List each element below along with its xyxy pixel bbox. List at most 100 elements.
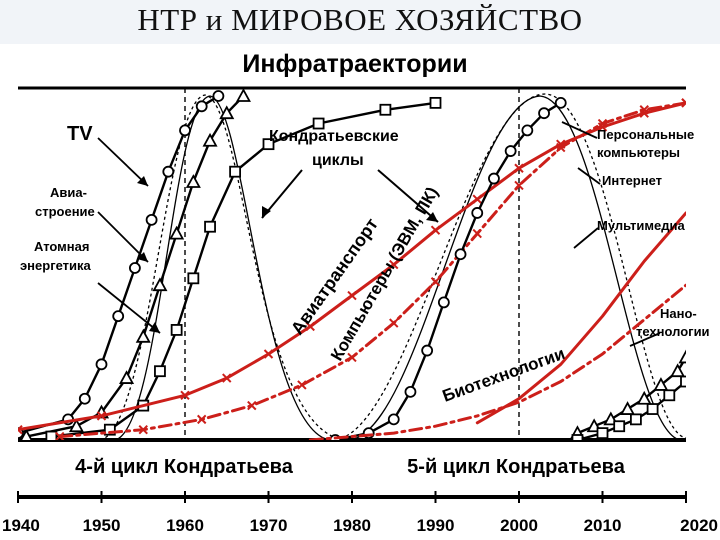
label-atom-line1: Атомная	[34, 239, 89, 254]
series-мультимедиа	[475, 211, 686, 425]
data-point	[196, 414, 207, 425]
kondratiev-wave-5	[349, 95, 681, 441]
data-point	[185, 174, 201, 188]
data-point	[636, 390, 652, 405]
data-point	[145, 213, 158, 226]
data-point	[538, 107, 550, 120]
series-line	[475, 211, 686, 425]
data-point	[68, 418, 84, 433]
data-point	[135, 328, 151, 343]
data-point	[472, 228, 482, 239]
x-axis-ticks: 1940 1950 1960 1970 1980 1990 2000 2010 2020	[2, 491, 718, 535]
data-point	[488, 172, 500, 185]
data-point	[347, 290, 357, 301]
multimedia-arrow	[573, 227, 599, 249]
label-tv: TV	[67, 123, 93, 145]
data-point	[454, 248, 467, 261]
data-point	[96, 411, 107, 421]
kondratiev-wave-5-outer	[334, 93, 687, 441]
data-point	[613, 420, 626, 433]
series-tv	[18, 90, 225, 440]
tv-arrow	[97, 137, 149, 187]
label-kondratiev-line1: Кондратьевские	[269, 128, 399, 145]
data-point	[670, 363, 686, 378]
slide-header	[0, 0, 720, 44]
data-point	[514, 163, 524, 173]
data-point	[204, 220, 216, 233]
cycle-label-5: 5-й цикл Кондратьева	[407, 456, 626, 478]
data-point	[202, 132, 218, 147]
data-point	[646, 403, 659, 415]
data-point	[103, 423, 116, 436]
series-интернет	[571, 375, 686, 440]
data-point	[680, 375, 686, 388]
data-point	[78, 392, 91, 405]
data-point	[305, 321, 315, 332]
data-point	[472, 194, 482, 204]
data-point	[678, 349, 686, 364]
data-point	[379, 103, 392, 116]
data-point	[169, 225, 185, 240]
data-point	[347, 352, 357, 363]
avia-arrow	[97, 211, 149, 263]
label-kondratiev-line2: циклы	[312, 152, 364, 169]
data-point	[437, 296, 450, 309]
arrow-head	[137, 252, 148, 262]
label-internet: Интернет	[602, 173, 662, 188]
label-avia-line1: Авиа-	[50, 185, 87, 200]
nano-arrow	[629, 332, 661, 347]
data-point	[235, 88, 251, 102]
data-point	[387, 413, 400, 426]
label-nano-line1: Нано-	[660, 306, 697, 321]
data-point	[180, 390, 190, 400]
data-point	[421, 344, 434, 357]
kondratiev-wave-4-outer	[99, 94, 346, 441]
data-point	[639, 105, 649, 115]
slide-title: НТР и МИРОВОЕ ХОЗЯЙСТВО	[137, 2, 583, 37]
data-point	[389, 318, 399, 328]
data-point	[219, 105, 235, 120]
x-tick-label: 2010	[584, 516, 622, 535]
data-point	[597, 122, 608, 132]
data-point	[263, 349, 274, 359]
data-point	[521, 124, 534, 137]
x-tick-label: 1990	[417, 516, 455, 535]
data-point	[653, 377, 669, 391]
pc-arrow	[561, 121, 598, 139]
cycle-label-4: 4-й цикл Кондратьева	[75, 456, 294, 478]
atom-arrow	[97, 282, 161, 334]
label-nano-line2: технологии	[636, 324, 710, 339]
data-point	[112, 310, 125, 323]
series-line	[58, 101, 686, 439]
series-layer	[18, 88, 686, 440]
kondratiev-arrow-right	[377, 169, 439, 223]
x-tick-label: 1980	[333, 516, 371, 535]
arrow-head	[149, 322, 160, 333]
data-point	[514, 180, 524, 191]
data-point	[55, 431, 65, 440]
data-point	[404, 385, 417, 398]
data-point	[597, 118, 608, 129]
data-point	[681, 98, 686, 108]
data-point	[389, 259, 399, 270]
arrow-head	[262, 206, 271, 218]
data-point	[297, 380, 307, 390]
label-avia-line2: строение	[35, 204, 95, 219]
x-tick-label: 1960	[166, 516, 204, 535]
series-line	[308, 283, 686, 440]
data-point	[571, 434, 584, 440]
data-point	[152, 277, 168, 292]
label-multimedia: Мультимедиа	[597, 218, 685, 233]
data-point	[596, 427, 609, 440]
label-pc-line2: компьютеры	[597, 145, 680, 160]
data-point	[138, 424, 148, 435]
data-point	[162, 165, 175, 178]
data-point	[312, 117, 325, 130]
label-pc-line1: Персональные	[597, 127, 694, 142]
data-point	[20, 428, 33, 440]
data-point	[95, 358, 108, 371]
x-tick-label: 1970	[250, 516, 288, 535]
series-биотехнологии	[308, 283, 686, 440]
data-point	[170, 324, 183, 336]
data-point	[229, 165, 242, 178]
